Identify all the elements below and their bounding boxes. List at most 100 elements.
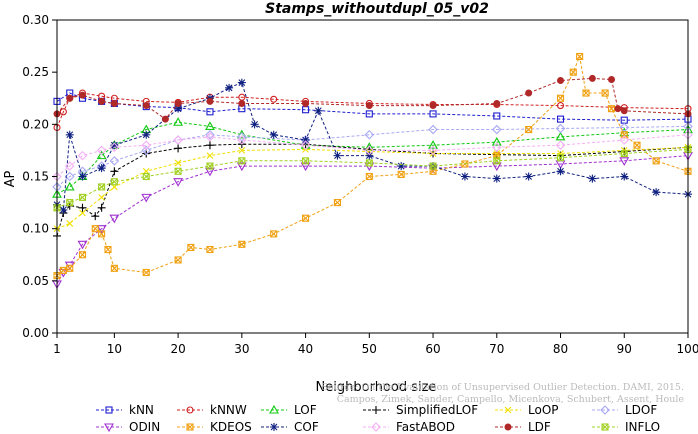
series-marker — [364, 129, 375, 140]
series-marker — [238, 99, 246, 107]
series-marker — [429, 150, 437, 157]
series-marker — [238, 157, 246, 165]
series-marker — [524, 172, 533, 181]
series-marker — [141, 140, 152, 150]
series-marker — [269, 404, 279, 414]
legend-item: LOF — [261, 403, 317, 417]
series-marker — [78, 193, 87, 201]
series-marker — [428, 124, 438, 135]
series-marker — [429, 102, 437, 110]
series-line — [56, 155, 689, 285]
series-marker — [555, 123, 566, 134]
series-marker — [206, 245, 214, 254]
series-marker — [64, 161, 75, 171]
series-marker — [77, 150, 88, 161]
series-marker — [174, 144, 183, 153]
series-marker — [250, 120, 259, 129]
series-marker — [97, 203, 106, 212]
series-marker — [142, 102, 150, 110]
series-marker — [238, 147, 246, 154]
legend-item: kNN — [96, 403, 154, 417]
series-odin — [52, 152, 693, 290]
series-marker — [110, 99, 118, 107]
series-marker — [66, 220, 74, 227]
y-axis-label: AP — [3, 170, 18, 187]
series-marker — [620, 149, 628, 158]
series-line — [56, 134, 689, 177]
legend-label: INFLO — [625, 420, 660, 434]
series-marker — [98, 183, 106, 191]
series-marker — [302, 214, 310, 222]
series-marker — [491, 162, 502, 172]
series-marker — [59, 205, 68, 214]
series-marker — [601, 423, 609, 431]
series-line — [56, 148, 689, 209]
series-marker — [365, 102, 373, 110]
series-marker — [98, 97, 106, 105]
series-line — [56, 92, 689, 128]
series-marker — [372, 406, 380, 414]
series-marker — [161, 115, 169, 123]
series-marker — [569, 68, 577, 76]
series-marker — [652, 157, 660, 165]
series-marker — [620, 172, 629, 181]
series-marker — [96, 225, 107, 234]
series-marker — [371, 422, 381, 432]
series-marker — [59, 108, 67, 116]
series-marker — [96, 150, 107, 160]
series-marker — [205, 141, 214, 150]
series-marker — [270, 423, 278, 431]
series-marker — [397, 162, 406, 171]
series-marker — [206, 108, 214, 116]
series-marker — [428, 145, 438, 156]
series-marker — [174, 167, 182, 175]
series-marker — [504, 423, 512, 431]
series-marker — [98, 193, 106, 201]
series-marker — [205, 167, 215, 177]
series-line — [56, 121, 689, 195]
series-marker — [608, 75, 616, 83]
series-marker — [237, 132, 247, 142]
series-marker — [365, 151, 374, 160]
series-marker — [555, 140, 566, 150]
series-marker — [607, 105, 616, 113]
series-marker — [652, 188, 661, 197]
series-marker — [206, 152, 214, 160]
series-marker — [460, 172, 469, 181]
legend-label: ODIN — [129, 420, 160, 434]
series-marker — [186, 406, 194, 414]
series-marker — [174, 159, 182, 167]
legend-label: LOF — [294, 403, 317, 417]
x-tick-label: 20 — [170, 342, 185, 356]
series-marker — [173, 178, 184, 187]
series-marker — [601, 89, 609, 97]
series-marker — [79, 209, 86, 217]
series-marker — [614, 105, 622, 113]
legend-item: KDEOS — [177, 420, 252, 434]
series-marker — [66, 199, 74, 207]
series-marker — [493, 112, 501, 120]
series-marker — [187, 243, 195, 251]
series-marker — [300, 140, 311, 150]
series-marker — [78, 251, 87, 259]
series-marker — [225, 83, 234, 92]
legend-item: ODIN — [96, 420, 160, 434]
series-marker — [493, 157, 501, 165]
series-marker — [302, 157, 310, 165]
legend-item: LDF — [495, 420, 551, 434]
x-tick-label: 60 — [425, 342, 440, 356]
series-marker — [110, 141, 119, 150]
series-marker — [142, 130, 151, 139]
series-cof — [53, 78, 692, 214]
series-marker — [205, 129, 215, 140]
series-marker — [429, 162, 437, 170]
legend-label: LDF — [528, 420, 551, 434]
legend-item: LDOF — [592, 403, 657, 417]
series-marker — [588, 174, 597, 183]
series-marker — [142, 268, 150, 277]
series-line — [56, 77, 689, 120]
legend-label: KDEOS — [210, 420, 252, 434]
series-marker — [141, 145, 152, 156]
series-marker — [556, 102, 565, 110]
legend-item: SimplifiedLOF — [363, 403, 478, 417]
